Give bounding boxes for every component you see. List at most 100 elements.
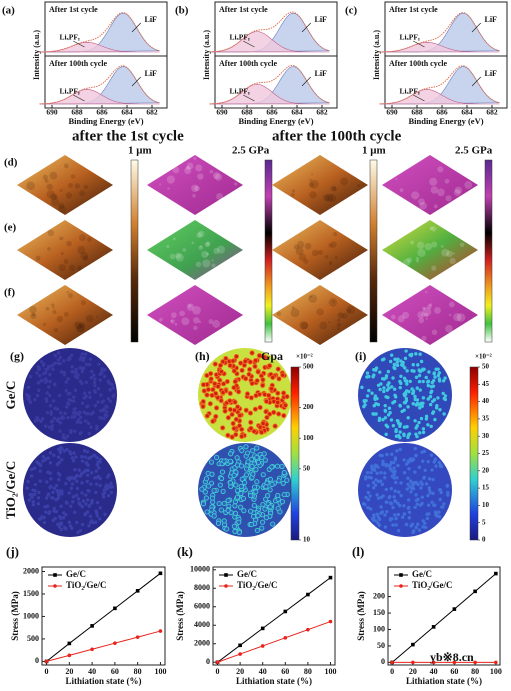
particle [406,405,410,409]
particle [261,421,265,426]
particle [60,446,64,451]
legend-label: TiO₂/Ge/C [237,580,278,590]
particle [415,386,419,390]
particle [393,457,398,462]
particle [67,520,71,524]
texture [66,291,69,294]
particle [93,383,97,388]
particle [373,483,378,487]
particle [99,393,103,397]
point [411,642,415,647]
x-tick-label: 20 [65,667,73,676]
particle [213,362,217,366]
particle [407,467,411,471]
particle [58,489,62,493]
scale-label: 2.5 GPa [232,145,270,157]
texture [425,317,428,320]
particle [387,495,391,500]
xps-frame [384,1,508,109]
particle [418,431,422,435]
point [238,652,242,656]
particle [228,459,233,464]
particle [78,415,83,420]
colorbar [484,159,493,343]
particle [417,420,421,425]
texture [290,308,300,318]
texture [166,175,175,184]
particle [392,362,397,367]
texture [208,319,214,325]
particle [421,519,425,523]
texture [417,248,426,257]
particle [66,377,70,381]
y-tick-label: 1500 [23,589,39,598]
particle [38,517,42,521]
texture [75,322,78,325]
texture [53,328,59,333]
particle [441,391,445,396]
panel-label: (e) [4,222,17,234]
texture [85,314,94,323]
particle [400,363,404,367]
y-tick-label: 200 [373,591,385,600]
particle [83,512,88,516]
particle [249,522,254,527]
point [452,607,457,611]
particle [446,490,450,495]
particle [400,409,404,414]
particle [42,520,47,525]
particle [437,371,442,375]
particle [438,497,442,502]
texture [309,191,317,199]
particle [276,391,280,395]
particle [31,500,35,504]
series-line [46,572,161,662]
particle [208,371,213,376]
texture [300,321,309,330]
x-tick-label: 688 [411,108,423,117]
texture [196,232,203,239]
particle [87,431,92,436]
particle [442,502,446,506]
particle [396,419,400,423]
particle [206,387,211,392]
afm-surface [147,220,243,280]
particle [378,387,382,392]
texture [449,313,452,317]
particle [421,396,426,400]
particle [404,396,409,401]
particle [419,416,424,421]
texture [193,325,198,331]
x-axis-label: Binding Energy (eV) [68,116,143,126]
particle [373,396,377,400]
particle [88,395,92,399]
particle [109,481,113,486]
texture [80,300,86,306]
particle [260,383,265,388]
particle [420,368,425,372]
scale-label: 1 μm [128,145,152,157]
point [90,624,94,628]
particle [385,500,389,504]
texture [45,307,50,311]
particle [72,370,76,374]
particle [216,384,220,389]
particle [418,406,422,410]
particle [93,476,97,480]
particle [212,488,216,493]
particle [62,449,67,453]
legend-marker [224,584,228,588]
particle [209,481,214,485]
particle [217,501,221,506]
texture [78,322,85,329]
particle [92,389,97,393]
point [135,589,140,593]
particle [436,367,440,371]
texture [334,255,338,260]
particle [58,421,63,425]
texture [170,319,173,322]
particle [402,458,406,462]
x-tick-label: 0 [216,667,220,676]
texture [444,178,450,184]
particle [258,425,262,429]
